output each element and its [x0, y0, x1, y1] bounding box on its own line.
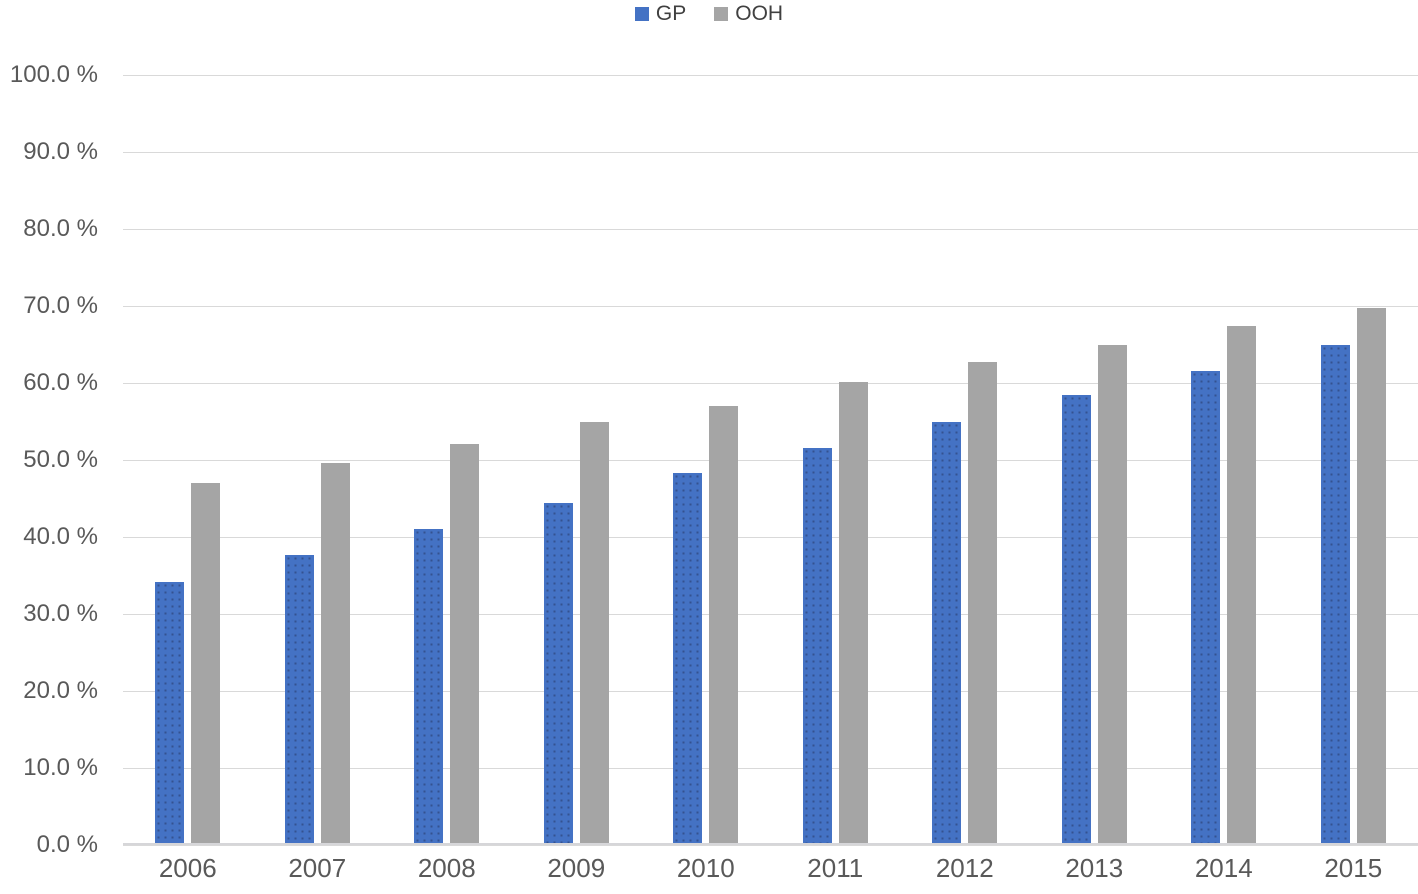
legend-item-gp: GP	[634, 2, 687, 26]
x-tick-label-2008: 2008	[417, 853, 476, 883]
y-tick-label: 80.0 %	[23, 215, 98, 242]
bar-ooh-2006	[191, 483, 221, 845]
ooh-swatch-icon	[714, 7, 729, 21]
gridline	[123, 306, 1418, 307]
bar-group-2011	[771, 75, 901, 845]
plot-area	[123, 75, 1418, 846]
bar-gp-2014	[1191, 371, 1221, 845]
gridline	[123, 537, 1418, 538]
bar-group-2007	[253, 75, 383, 845]
legend-label-gp: GP	[655, 2, 687, 25]
y-tick-label: 30.0 %	[23, 600, 98, 627]
legend: GP OOH	[0, 2, 1418, 26]
x-tick-label-2012: 2012	[935, 853, 994, 883]
bar-ooh-2007	[320, 463, 350, 845]
x-tick-label-2006: 2006	[158, 853, 217, 883]
y-tick-label: 70.0 %	[23, 292, 98, 319]
x-tick-label-2014: 2014	[1194, 853, 1253, 883]
bar-group-2014	[1159, 75, 1289, 845]
bar-group-2013	[1030, 75, 1160, 845]
gridline	[123, 614, 1418, 615]
bar-gp-2015	[1320, 344, 1350, 845]
bar-group-2008	[382, 75, 512, 845]
bar-ooh-2013	[1097, 344, 1127, 845]
bar-gp-2007	[284, 555, 314, 845]
bar-gp-2008	[414, 528, 444, 845]
gridline	[123, 691, 1418, 692]
x-tick-label-2013: 2013	[1065, 853, 1124, 883]
gridline	[123, 460, 1418, 461]
gridline	[123, 845, 1418, 846]
bar-ooh-2015	[1356, 308, 1386, 845]
x-tick-label-2007: 2007	[288, 853, 347, 883]
y-tick-label: 50.0 %	[23, 446, 98, 473]
gp-swatch-icon	[634, 7, 649, 21]
x-axis: 2006 2007 2008 2009 2010 2011 2012 2013 2014 2015	[123, 852, 1418, 884]
bar-group-2015	[1289, 75, 1418, 845]
bar-group-2010	[641, 75, 771, 845]
bar-gp-2006	[155, 582, 185, 845]
bar-gp-2013	[1061, 394, 1091, 845]
y-tick-label: 90.0 %	[23, 138, 98, 165]
bar-ooh-2008	[450, 443, 480, 845]
gridline	[123, 75, 1418, 76]
bar-groups	[123, 75, 1418, 845]
bar-gp-2012	[932, 422, 962, 845]
y-tick-label: 100.0 %	[9, 61, 98, 88]
bar-group-2009	[512, 75, 642, 845]
x-tick-label-2009: 2009	[547, 853, 606, 883]
bar-group-2006	[123, 75, 253, 845]
bar-gp-2011	[802, 447, 832, 845]
bar-gp-2010	[673, 473, 703, 845]
x-tick-label-2011: 2011	[807, 853, 864, 883]
bar-ooh-2009	[579, 422, 609, 845]
bar-ooh-2012	[968, 362, 998, 845]
legend-item-ooh: OOH	[714, 2, 783, 26]
bar-ooh-2014	[1227, 326, 1257, 845]
y-tick-label: 10.0 %	[23, 754, 98, 781]
y-tick-label: 0.0 %	[36, 831, 98, 858]
bar-ooh-2010	[709, 406, 739, 845]
x-axis-line	[123, 843, 1418, 845]
x-tick-label-2010: 2010	[676, 853, 735, 883]
y-tick-label: 20.0 %	[23, 677, 98, 704]
y-tick-label: 60.0 %	[23, 369, 98, 396]
x-tick-label-2015: 2015	[1324, 853, 1383, 883]
bar-gp-2009	[543, 503, 573, 845]
bar-ooh-2011	[838, 382, 868, 845]
y-tick-label: 40.0 %	[23, 523, 98, 550]
gridline	[123, 229, 1418, 230]
legend-label-ooh: OOH	[735, 2, 784, 25]
gridline	[123, 152, 1418, 153]
bar-group-2012	[900, 75, 1030, 845]
gridline	[123, 383, 1418, 384]
gridline	[123, 768, 1418, 769]
